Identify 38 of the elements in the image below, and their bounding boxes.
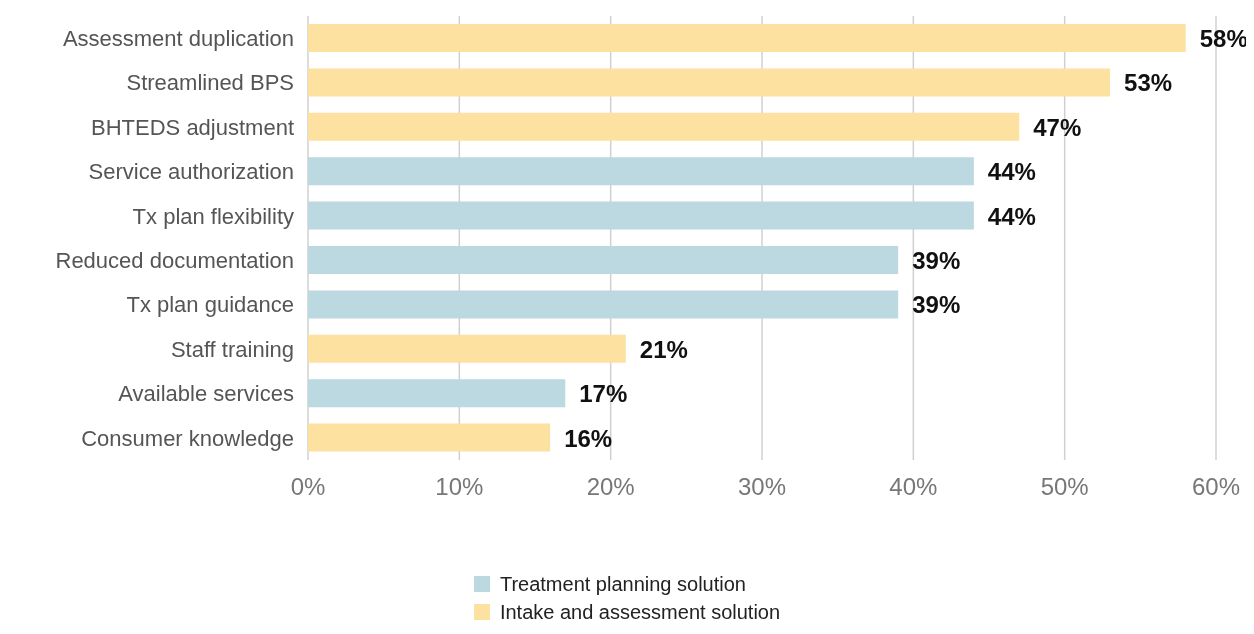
x-tick-label: 30% <box>737 473 787 501</box>
bar <box>308 112 1020 141</box>
x-tick-label: 50% <box>1040 473 1089 501</box>
x-tick-label: 10% <box>435 473 484 501</box>
data-label: 53% <box>1124 69 1173 97</box>
legend-label: Treatment planning solution <box>499 572 746 597</box>
y-tick-label: Available services <box>118 381 294 407</box>
legend-label: Intake and assessment solution <box>499 600 781 625</box>
y-tick-label: BHTEDS adjustment <box>91 114 294 140</box>
data-label: 44% <box>987 202 1036 230</box>
bar <box>308 201 974 230</box>
bar <box>308 68 1111 97</box>
x-tick-label: 40% <box>889 473 938 501</box>
bar <box>308 334 626 363</box>
bar <box>308 379 566 408</box>
data-label: 16% <box>564 424 613 452</box>
bar <box>308 290 899 319</box>
bar <box>308 423 551 452</box>
x-tick-label: 0% <box>290 473 326 501</box>
y-tick-label: Consumer knowledge <box>81 425 294 451</box>
data-label: 47% <box>1033 113 1082 141</box>
y-tick-label: Streamlined BPS <box>126 70 294 96</box>
y-tick-label: Service authorization <box>88 159 294 185</box>
bar <box>308 157 974 186</box>
data-label: 21% <box>639 335 688 363</box>
y-tick-label: Staff training <box>170 336 294 362</box>
data-label: 17% <box>579 380 628 408</box>
data-label: 39% <box>912 246 961 274</box>
data-label: 39% <box>912 291 961 319</box>
x-tick-label: 20% <box>586 473 635 501</box>
x-tick-label: 60% <box>1191 473 1241 501</box>
y-tick-label: Assessment duplication <box>62 26 294 52</box>
y-tick-label: Tx plan flexibility <box>132 203 294 229</box>
bar <box>308 23 1186 52</box>
y-tick-label: Reduced documentation <box>55 248 294 274</box>
data-label: 44% <box>987 158 1036 186</box>
y-tick-label: Tx plan guidance <box>126 292 294 318</box>
bar <box>308 245 899 274</box>
